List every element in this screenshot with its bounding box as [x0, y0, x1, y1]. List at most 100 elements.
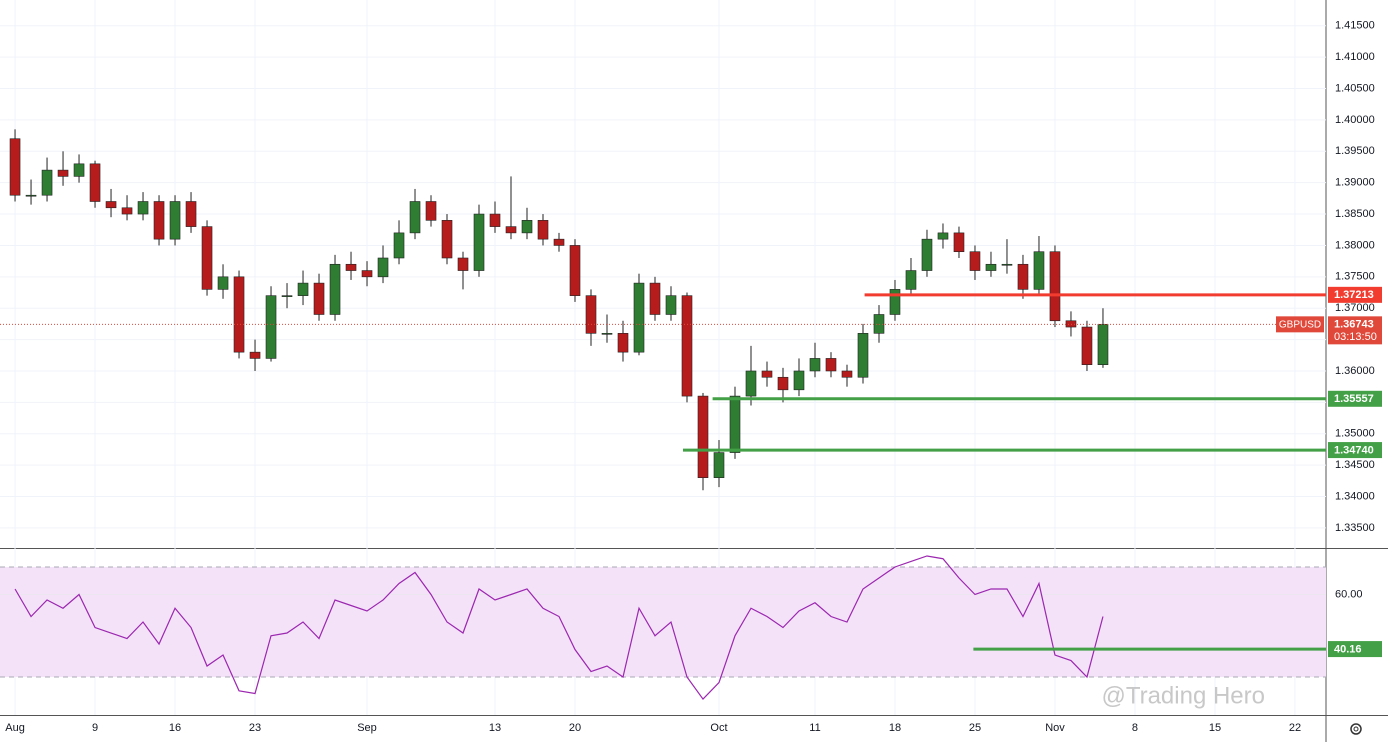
y-tick-label: 1.34000	[1335, 490, 1375, 502]
candle-body	[617, 333, 629, 353]
y-tick-label: 1.39500	[1335, 145, 1375, 157]
last-price-tag	[1328, 316, 1382, 345]
candle-body	[137, 201, 149, 215]
candle-body	[105, 201, 117, 209]
candle-body	[905, 270, 917, 290]
candle-body	[521, 220, 533, 234]
y-tick-label: 1.40500	[1335, 82, 1375, 94]
countdown: 03:13:50	[1334, 331, 1377, 343]
x-tick-label: 23	[249, 722, 261, 734]
candle-body	[425, 201, 437, 221]
candle-body	[585, 295, 597, 334]
candle-body	[937, 232, 949, 240]
x-tick-label: 16	[169, 722, 181, 734]
candle-body	[633, 282, 645, 353]
y-tick-label: 1.38000	[1335, 239, 1375, 251]
level-label: 1.37213	[1334, 289, 1374, 301]
y-tick-label: 1.37500	[1335, 271, 1375, 283]
candle-body	[1081, 326, 1093, 366]
x-tick-label: Aug	[5, 722, 25, 734]
candle-body	[537, 220, 549, 240]
candle-body	[1017, 263, 1029, 290]
x-tick-label: 11	[809, 722, 820, 734]
candle-body	[409, 201, 421, 234]
y-tick-label: 1.41500	[1335, 20, 1375, 32]
level-label: 40.16	[1334, 643, 1362, 655]
x-tick-label: Oct	[710, 722, 727, 734]
candle-body	[729, 395, 741, 453]
x-tick-label: 25	[969, 722, 981, 734]
level-tag	[1328, 442, 1382, 459]
candle-body	[697, 395, 709, 478]
candle-body	[281, 295, 293, 297]
x-tick-label: 20	[569, 722, 581, 734]
candle-body	[89, 163, 101, 202]
candle-body	[601, 333, 613, 335]
candle-body	[889, 289, 901, 315]
y-tick-label: 1.38500	[1335, 208, 1375, 220]
candle-body	[153, 201, 165, 240]
y-tick-label: 1.40000	[1335, 114, 1375, 126]
candle-body	[921, 238, 933, 271]
candle-body	[457, 257, 469, 271]
x-tick-label: Nov	[1045, 722, 1065, 734]
rsi-line	[14, 555, 1104, 700]
candle-body	[313, 282, 325, 315]
y-tick-label: 1.35000	[1335, 428, 1375, 440]
candle-body	[185, 201, 197, 227]
symbol-tag	[1276, 316, 1324, 333]
candle-body	[745, 370, 757, 397]
candle-body	[953, 232, 965, 253]
candle-body	[1049, 251, 1061, 322]
rsi-band	[0, 566, 1326, 678]
y-tick-label: 1.39000	[1335, 177, 1375, 189]
candle-body	[441, 220, 453, 259]
candle-body	[249, 351, 261, 359]
y-tick-label: 1.36000	[1335, 365, 1375, 377]
candle-body	[969, 251, 981, 271]
candle-body	[361, 270, 373, 278]
candle-body	[777, 376, 789, 391]
candle-body	[265, 295, 277, 359]
x-tick-label: 8	[1132, 722, 1138, 734]
candle-body	[793, 370, 805, 391]
candle-body	[489, 213, 501, 227]
level-label: 1.34740	[1334, 444, 1374, 456]
x-tick-label: 18	[889, 722, 901, 734]
candle-body	[121, 207, 133, 215]
x-tick-label: 22	[1289, 722, 1301, 734]
level-tag	[1328, 286, 1382, 303]
level-tag	[1328, 390, 1382, 407]
level-label: 1.35557	[1334, 393, 1374, 405]
candle-body	[505, 226, 517, 234]
candle-body	[169, 201, 181, 240]
x-tick-label: 13	[489, 722, 501, 734]
x-tick-label: 9	[92, 722, 98, 734]
candle-body	[57, 169, 69, 177]
candle-body	[329, 263, 341, 315]
x-tick-label: Sep	[357, 722, 377, 734]
candle-body	[713, 452, 725, 478]
level-tag	[1328, 641, 1382, 658]
candle-body	[345, 263, 357, 271]
candle-body	[201, 226, 213, 290]
candle-body	[377, 257, 389, 278]
candle-body	[809, 358, 821, 372]
candle-body	[297, 282, 309, 296]
candle-body	[9, 138, 21, 196]
candle-body	[553, 238, 565, 246]
settings-icon[interactable]	[1350, 723, 1362, 735]
watermark: @Trading Hero	[1101, 682, 1265, 709]
y-tick-label: 1.33500	[1335, 522, 1375, 534]
symbol-label: GBPUSD	[1279, 319, 1321, 330]
y-tick-label: 1.34500	[1335, 459, 1375, 471]
candle-body	[25, 194, 37, 197]
x-tick-label: 15	[1209, 722, 1221, 734]
y-tick-label: 1.37000	[1335, 302, 1375, 314]
candle-body	[569, 245, 581, 296]
candle-body	[41, 169, 53, 196]
candle-body	[985, 263, 997, 271]
candle-body	[825, 358, 837, 372]
